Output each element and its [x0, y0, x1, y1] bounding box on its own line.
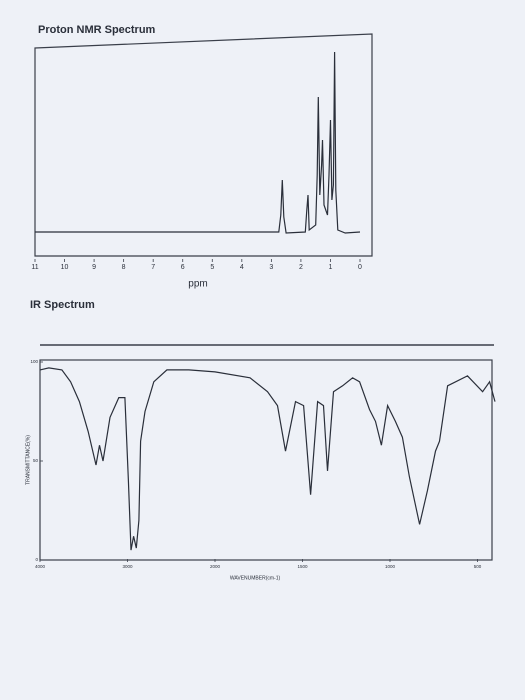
spectrum-line	[35, 51, 361, 234]
x-tick-label: 1	[329, 264, 333, 271]
x-tick-label: 8	[122, 264, 126, 271]
x-tick-label: 9	[92, 264, 96, 271]
x-tick-label: 5	[210, 264, 214, 271]
x-tick-label: 7	[151, 264, 155, 271]
x-tick-label: 3	[269, 264, 273, 271]
chart-title: IR Spectrum	[30, 299, 95, 311]
x-tick-label: 10	[61, 264, 69, 271]
x-tick-label: 6	[181, 264, 185, 271]
x-tick-label: 4	[240, 264, 244, 271]
y-tick-label: 0	[35, 557, 38, 562]
x-tick-label: 2	[299, 264, 303, 271]
x-tick-label: 4000	[35, 564, 46, 569]
y-tick-label: 50	[33, 458, 39, 463]
x-tick-label: 1000	[385, 564, 396, 569]
x-tick-label: 2000	[210, 564, 221, 569]
x-axis-label: ppm	[188, 279, 207, 290]
x-axis-label: WAVENUMBER(cm-1)	[230, 575, 281, 581]
x-tick-label: 1500	[297, 564, 308, 569]
y-tick-label: 100	[30, 359, 38, 364]
x-tick-label: 500	[474, 564, 482, 569]
y-axis-label: TRANSMITTANCE(%)	[25, 435, 31, 485]
ir-frame	[39, 359, 493, 561]
nmr-frame	[34, 33, 373, 257]
x-tick-label: 0	[358, 264, 362, 271]
spectrum-line	[39, 367, 496, 551]
x-tick-label: 11	[31, 264, 38, 271]
x-tick-label: 3000	[122, 564, 133, 569]
chart-title: Proton NMR Spectrum	[38, 24, 156, 36]
